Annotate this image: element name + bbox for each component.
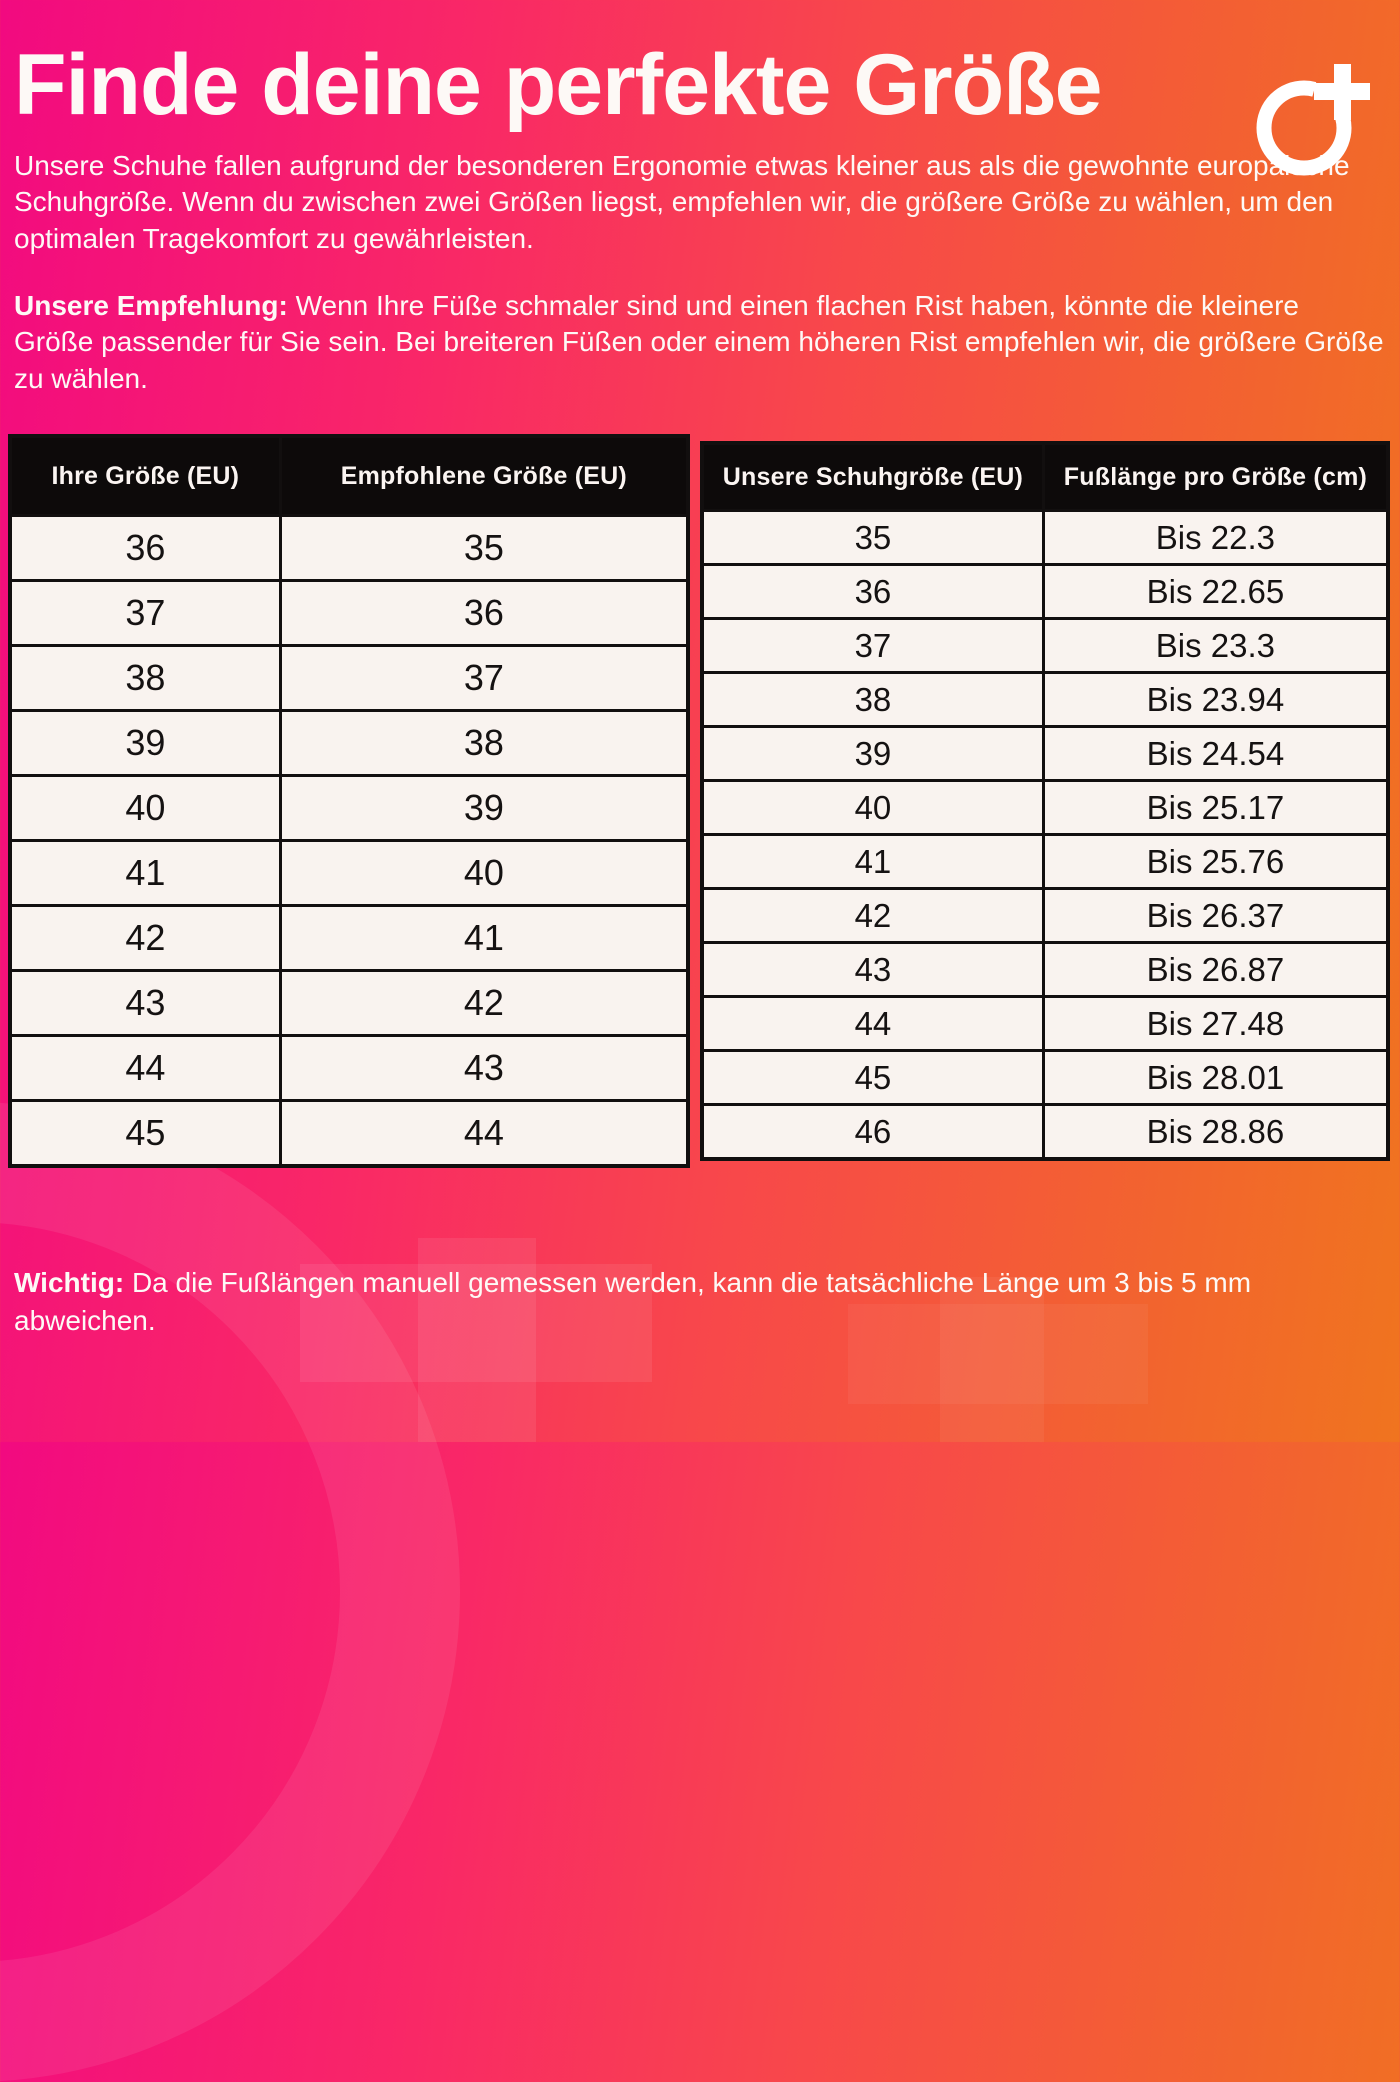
table-cell: 42 xyxy=(700,887,1045,945)
table-row: 41 Bis 25.76 xyxy=(700,833,1390,891)
table-row: 39 38 xyxy=(8,709,690,778)
table-cell: Bis 22.3 xyxy=(1041,509,1390,567)
table-cell: Bis 25.76 xyxy=(1041,833,1390,891)
column-header-recommended-size: Empfohlene Größe (EU) xyxy=(278,434,690,518)
table-row: 43 Bis 26.87 xyxy=(700,941,1390,999)
table-cell: 41 xyxy=(700,833,1045,891)
table-row: 38 37 xyxy=(8,644,690,713)
table-row: 39 Bis 24.54 xyxy=(700,725,1390,783)
table-cell: 43 xyxy=(8,969,282,1038)
table-cell: 39 xyxy=(278,774,690,843)
table-row: 45 44 xyxy=(8,1099,690,1168)
recommendation-paragraph: Unsere Empfehlung: Wenn Ihre Füße schmal… xyxy=(14,288,1386,398)
table-row: 37 36 xyxy=(8,579,690,648)
table-cell: 40 xyxy=(700,779,1045,837)
table-row: 42 Bis 26.37 xyxy=(700,887,1390,945)
recommended-size-table: Ihre Größe (EU) Empfohlene Größe (EU) 36… xyxy=(8,433,690,1168)
size-guide-tables: Ihre Größe (EU) Empfohlene Größe (EU) 36… xyxy=(8,433,1392,1168)
column-header-your-size: Ihre Größe (EU) xyxy=(8,434,282,518)
table-row: 44 Bis 27.48 xyxy=(700,995,1390,1053)
table-row: 36 35 xyxy=(8,514,690,583)
column-header-shoe-size: Unsere Schuhgröße (EU) xyxy=(700,441,1045,513)
table-cell: 39 xyxy=(700,725,1045,783)
table-cell: 40 xyxy=(278,839,690,908)
table-cell: 41 xyxy=(278,904,690,973)
table-cell: Bis 26.87 xyxy=(1041,941,1390,999)
table-cell: 39 xyxy=(8,709,282,778)
table-cell: 36 xyxy=(8,514,282,583)
table-row: 40 Bis 25.17 xyxy=(700,779,1390,837)
page-title: Finde deine perfekte Größe xyxy=(14,37,1102,133)
table-cell: 45 xyxy=(700,1049,1045,1107)
important-note-label: Wichtig: xyxy=(14,1266,125,1298)
watermark-plus-icon xyxy=(848,1304,1148,1404)
brand-logo-circle-plus-icon xyxy=(1256,64,1370,176)
table-cell: 45 xyxy=(8,1099,282,1168)
table-cell: 44 xyxy=(8,1034,282,1103)
table-cell: 43 xyxy=(278,1034,690,1103)
table-cell: 43 xyxy=(700,941,1045,999)
table-cell: 44 xyxy=(278,1099,690,1168)
table-header-row: Ihre Größe (EU) Empfohlene Größe (EU) xyxy=(8,434,690,518)
table-cell: Bis 28.86 xyxy=(1041,1103,1390,1161)
table-row: 45 Bis 28.01 xyxy=(700,1049,1390,1107)
table-row: 35 Bis 22.3 xyxy=(700,509,1390,567)
table-cell: 38 xyxy=(278,709,690,778)
table-cell: Bis 23.94 xyxy=(1041,671,1390,729)
table-cell: 35 xyxy=(700,509,1045,567)
important-note: Wichtig: Da die Fußlängen manuell gemess… xyxy=(14,1264,1386,1340)
column-header-foot-length: Fußlänge pro Größe (cm) xyxy=(1041,441,1390,513)
table-cell: Bis 25.17 xyxy=(1041,779,1390,837)
watermark-plus-icon xyxy=(300,1264,652,1382)
table-cell: 42 xyxy=(278,969,690,1038)
table-row: 38 Bis 23.94 xyxy=(700,671,1390,729)
table-row: 37 Bis 23.3 xyxy=(700,617,1390,675)
table-cell: 37 xyxy=(8,579,282,648)
table-cell: 36 xyxy=(278,579,690,648)
table-cell: Bis 26.37 xyxy=(1041,887,1390,945)
table-cell: 46 xyxy=(700,1103,1045,1161)
table-cell: 44 xyxy=(700,995,1045,1053)
table-cell: 41 xyxy=(8,839,282,908)
table-cell: 36 xyxy=(700,563,1045,621)
intro-paragraph: Unsere Schuhe fallen aufgrund der besond… xyxy=(14,149,1350,255)
table-row: 40 39 xyxy=(8,774,690,843)
table-row: 42 41 xyxy=(8,904,690,973)
table-cell: Bis 22.65 xyxy=(1041,563,1390,621)
table-cell: Bis 24.54 xyxy=(1041,725,1390,783)
table-row: 43 42 xyxy=(8,969,690,1038)
table-cell: 35 xyxy=(278,514,690,583)
table-row: 41 40 xyxy=(8,839,690,908)
table-row: 44 43 xyxy=(8,1034,690,1103)
table-cell: Bis 28.01 xyxy=(1041,1049,1390,1107)
table-cell: 42 xyxy=(8,904,282,973)
important-note-text: Da die Fußlängen manuell gemessen werden… xyxy=(14,1266,1252,1336)
recommendation-text: Wenn Ihre Füße schmaler sind und einen f… xyxy=(14,289,1384,395)
table-cell: 37 xyxy=(700,617,1045,675)
table-cell: 37 xyxy=(278,644,690,713)
table-header-row: Unsere Schuhgröße (EU) Fußlänge pro Größ… xyxy=(700,441,1390,513)
recommendation-label: Unsere Empfehlung: xyxy=(14,289,288,321)
foot-length-table: Unsere Schuhgröße (EU) Fußlänge pro Größ… xyxy=(700,440,1390,1161)
table-cell: Bis 23.3 xyxy=(1041,617,1390,675)
table-cell: 40 xyxy=(8,774,282,843)
table-cell: 38 xyxy=(8,644,282,713)
table-cell: Bis 27.48 xyxy=(1041,995,1390,1053)
table-cell: 38 xyxy=(700,671,1045,729)
table-row: 36 Bis 22.65 xyxy=(700,563,1390,621)
table-row: 46 Bis 28.86 xyxy=(700,1103,1390,1161)
